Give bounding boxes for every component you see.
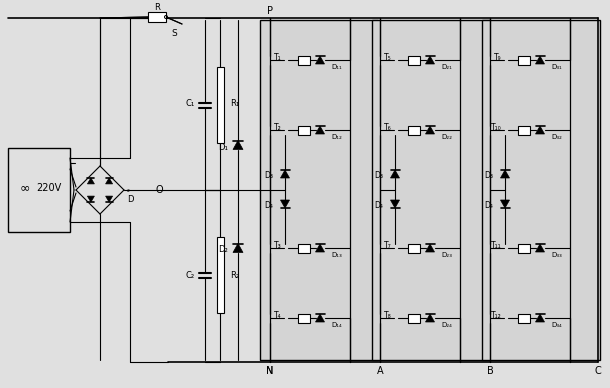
Text: O: O bbox=[156, 185, 163, 195]
Text: D₃₂: D₃₂ bbox=[551, 134, 562, 140]
Text: D₃: D₃ bbox=[484, 170, 493, 180]
Text: D: D bbox=[127, 196, 134, 204]
Text: D₃: D₃ bbox=[374, 170, 383, 180]
Text: R₂: R₂ bbox=[230, 272, 239, 281]
Polygon shape bbox=[315, 244, 325, 252]
Bar bbox=[8, 148, 70, 232]
Text: D₁₁: D₁₁ bbox=[331, 64, 342, 70]
Text: D₄: D₄ bbox=[484, 201, 493, 210]
Text: R: R bbox=[154, 3, 160, 12]
Polygon shape bbox=[106, 178, 113, 184]
Text: D₁₃: D₁₃ bbox=[331, 252, 342, 258]
Text: T₁: T₁ bbox=[274, 54, 282, 62]
Text: T₄: T₄ bbox=[274, 312, 282, 320]
Text: C₂: C₂ bbox=[186, 272, 195, 281]
Text: R₁: R₁ bbox=[230, 99, 239, 109]
Polygon shape bbox=[315, 126, 325, 134]
Bar bbox=[408, 125, 420, 135]
Text: D₃: D₃ bbox=[264, 170, 273, 180]
Text: T₉: T₉ bbox=[494, 54, 502, 62]
Text: T₇: T₇ bbox=[384, 241, 392, 251]
Text: P: P bbox=[267, 6, 273, 16]
Text: D₃₁: D₃₁ bbox=[551, 64, 562, 70]
Polygon shape bbox=[500, 200, 509, 208]
Polygon shape bbox=[536, 126, 545, 134]
Text: ∞: ∞ bbox=[20, 182, 31, 194]
Bar bbox=[408, 55, 420, 64]
Polygon shape bbox=[233, 140, 243, 149]
Text: A: A bbox=[377, 366, 383, 376]
Bar bbox=[298, 55, 310, 64]
Bar bbox=[372, 20, 490, 360]
Bar bbox=[408, 244, 420, 253]
Text: T₆: T₆ bbox=[384, 123, 392, 132]
Text: D₂₂: D₂₂ bbox=[441, 134, 452, 140]
Text: C₁: C₁ bbox=[186, 99, 195, 109]
Polygon shape bbox=[390, 200, 400, 208]
Text: T₁₂: T₁₂ bbox=[491, 312, 502, 320]
Polygon shape bbox=[536, 244, 545, 252]
Text: C: C bbox=[595, 366, 601, 376]
Bar bbox=[518, 314, 530, 322]
Text: D₃₄: D₃₄ bbox=[551, 322, 562, 328]
Bar bbox=[518, 244, 530, 253]
Text: D₂₁: D₂₁ bbox=[441, 64, 452, 70]
Bar bbox=[217, 67, 223, 143]
Text: T₅: T₅ bbox=[384, 54, 392, 62]
Bar bbox=[518, 125, 530, 135]
Polygon shape bbox=[536, 314, 545, 322]
Polygon shape bbox=[281, 170, 290, 178]
Bar bbox=[260, 20, 378, 360]
Text: B: B bbox=[487, 366, 493, 376]
Polygon shape bbox=[281, 200, 290, 208]
Text: D₂: D₂ bbox=[218, 246, 228, 255]
Bar bbox=[298, 125, 310, 135]
Polygon shape bbox=[426, 126, 434, 134]
Polygon shape bbox=[536, 56, 545, 64]
Text: D₄: D₄ bbox=[264, 201, 273, 210]
Text: D₂₃: D₂₃ bbox=[441, 252, 452, 258]
Text: D₃₃: D₃₃ bbox=[551, 252, 562, 258]
Bar bbox=[148, 12, 166, 22]
Text: D₁₄: D₁₄ bbox=[331, 322, 342, 328]
Text: 220V: 220V bbox=[36, 183, 61, 193]
Polygon shape bbox=[87, 196, 95, 202]
Text: T₁₁: T₁₁ bbox=[492, 241, 502, 251]
Text: T₁₀: T₁₀ bbox=[491, 123, 502, 132]
Polygon shape bbox=[426, 56, 434, 64]
Text: D₁₂: D₁₂ bbox=[331, 134, 342, 140]
Polygon shape bbox=[87, 178, 95, 184]
Bar bbox=[298, 244, 310, 253]
Polygon shape bbox=[426, 314, 434, 322]
Polygon shape bbox=[315, 56, 325, 64]
Polygon shape bbox=[233, 244, 243, 253]
Text: D₂₄: D₂₄ bbox=[441, 322, 452, 328]
Bar bbox=[408, 314, 420, 322]
Text: T₂: T₂ bbox=[274, 123, 282, 132]
Polygon shape bbox=[106, 196, 113, 202]
Text: D₄: D₄ bbox=[374, 201, 383, 210]
Text: S: S bbox=[171, 28, 177, 38]
Text: D₁: D₁ bbox=[218, 142, 228, 151]
Bar bbox=[298, 314, 310, 322]
Text: N: N bbox=[267, 366, 274, 376]
Polygon shape bbox=[500, 170, 509, 178]
Text: T₈: T₈ bbox=[384, 312, 392, 320]
Polygon shape bbox=[315, 314, 325, 322]
Bar bbox=[518, 55, 530, 64]
Text: ²: ² bbox=[127, 190, 130, 196]
Bar bbox=[482, 20, 600, 360]
Text: T₃: T₃ bbox=[274, 241, 282, 251]
Polygon shape bbox=[426, 244, 434, 252]
Polygon shape bbox=[390, 170, 400, 178]
Bar bbox=[217, 237, 223, 313]
Text: N: N bbox=[267, 366, 274, 376]
